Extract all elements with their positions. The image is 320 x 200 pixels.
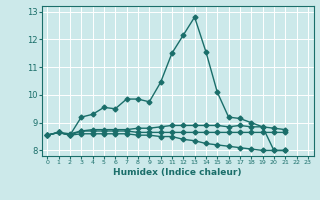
X-axis label: Humidex (Indice chaleur): Humidex (Indice chaleur) (113, 168, 242, 177)
